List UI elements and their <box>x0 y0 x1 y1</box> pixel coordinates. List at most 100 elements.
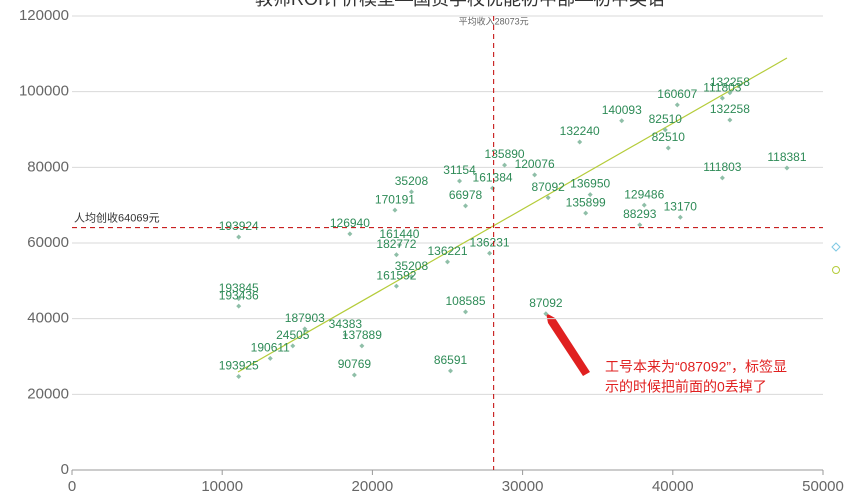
point <box>665 145 671 151</box>
trendline <box>237 57 788 373</box>
y-tick-label: 20000 <box>27 385 69 402</box>
point-label: 140093 <box>602 103 642 117</box>
point <box>445 259 450 265</box>
point <box>448 368 454 374</box>
point-label: 161440 <box>379 227 419 241</box>
point <box>463 309 469 315</box>
point <box>393 252 399 258</box>
point-label: 31154 <box>443 163 476 177</box>
annotation: 工号本来为“087092”，标签显 <box>605 359 787 375</box>
point-label: 87092 <box>531 180 565 194</box>
point <box>396 242 402 248</box>
point-label: 132240 <box>560 124 600 138</box>
point-label: 137889 <box>342 328 382 342</box>
point-label: 88293 <box>623 207 657 221</box>
point-label: 170191 <box>375 192 415 206</box>
point-label: 111803 <box>703 160 742 174</box>
y-tick-label: 0 <box>61 461 69 478</box>
point <box>587 192 593 198</box>
point-label: 86591 <box>434 353 468 367</box>
point <box>408 189 414 195</box>
point <box>641 202 647 208</box>
point <box>719 175 725 181</box>
point <box>347 231 353 237</box>
annotation-arrow <box>546 313 590 376</box>
point <box>727 90 733 96</box>
point <box>637 222 643 228</box>
point-label: 160607 <box>657 87 697 101</box>
point-label: 187903 <box>285 311 325 325</box>
point-label: 132258 <box>710 75 750 89</box>
point-label: 136950 <box>570 177 610 191</box>
point-label: 108585 <box>446 294 486 308</box>
point-label: 132258 <box>710 102 750 116</box>
point-label: 193924 <box>219 219 259 233</box>
point <box>351 372 357 378</box>
point <box>359 343 365 349</box>
point <box>487 250 493 256</box>
x-tick-label: 0 <box>68 478 76 495</box>
point <box>583 210 589 216</box>
point <box>457 178 463 184</box>
point <box>727 117 733 123</box>
y-tick-label: 120000 <box>19 7 69 24</box>
point <box>236 234 242 240</box>
point <box>393 283 399 289</box>
point <box>463 203 469 209</box>
point <box>674 102 680 108</box>
point <box>619 118 625 124</box>
point <box>545 195 551 201</box>
legend-icon <box>831 242 841 252</box>
x-tick-label: 40000 <box>652 478 694 495</box>
point <box>490 185 496 191</box>
x-tick-label: 50000 <box>802 478 844 495</box>
point-label: 35208 <box>395 174 429 188</box>
point-label: 34383 <box>329 317 363 331</box>
reference-label: 平均收入28073元 <box>459 15 529 26</box>
point <box>577 139 583 145</box>
point <box>236 296 242 302</box>
point-label: 182772 <box>376 237 416 251</box>
point <box>342 332 348 338</box>
point-label: 35208 <box>395 259 429 273</box>
point-label: 13170 <box>664 199 698 213</box>
point-label: 90769 <box>338 357 372 371</box>
point-label: 126940 <box>330 216 370 230</box>
point-label: 193845 <box>219 281 259 295</box>
point <box>502 162 508 168</box>
point-label: 190611 <box>251 341 290 355</box>
point-label: 24505 <box>276 328 310 342</box>
point <box>290 343 296 349</box>
x-tick-label: 20000 <box>352 478 394 495</box>
point-label: 87092 <box>529 296 563 310</box>
point-label: 82510 <box>649 112 683 126</box>
x-tick-label: 30000 <box>502 478 544 495</box>
point-label: 136231 <box>470 235 510 249</box>
point-label: 135890 <box>485 147 525 161</box>
y-tick-label: 60000 <box>27 234 69 251</box>
point-label: 161592 <box>376 268 416 282</box>
point-label: 129486 <box>624 187 664 201</box>
point <box>677 214 683 220</box>
point-label: 161384 <box>473 170 513 184</box>
point <box>408 274 414 280</box>
point <box>532 172 538 178</box>
point <box>784 165 790 171</box>
point <box>543 311 549 317</box>
point-label: 193436 <box>219 288 259 302</box>
point-label: 135899 <box>566 195 606 209</box>
chart-title: 教师ROI评价模型—国贸学校优能初中部—初中英语 <box>255 0 665 9</box>
point <box>236 303 242 309</box>
point-label: 66978 <box>449 188 483 202</box>
point-label: 120076 <box>515 157 555 171</box>
point <box>719 95 725 101</box>
point-label: 111803 <box>703 80 742 94</box>
point <box>392 207 398 213</box>
y-tick-label: 40000 <box>27 310 69 327</box>
y-tick-label: 100000 <box>19 83 69 100</box>
reference-label: 人均创收64069元 <box>74 211 160 225</box>
point-label: 136221 <box>427 244 467 258</box>
point-label: 82510 <box>652 130 686 144</box>
